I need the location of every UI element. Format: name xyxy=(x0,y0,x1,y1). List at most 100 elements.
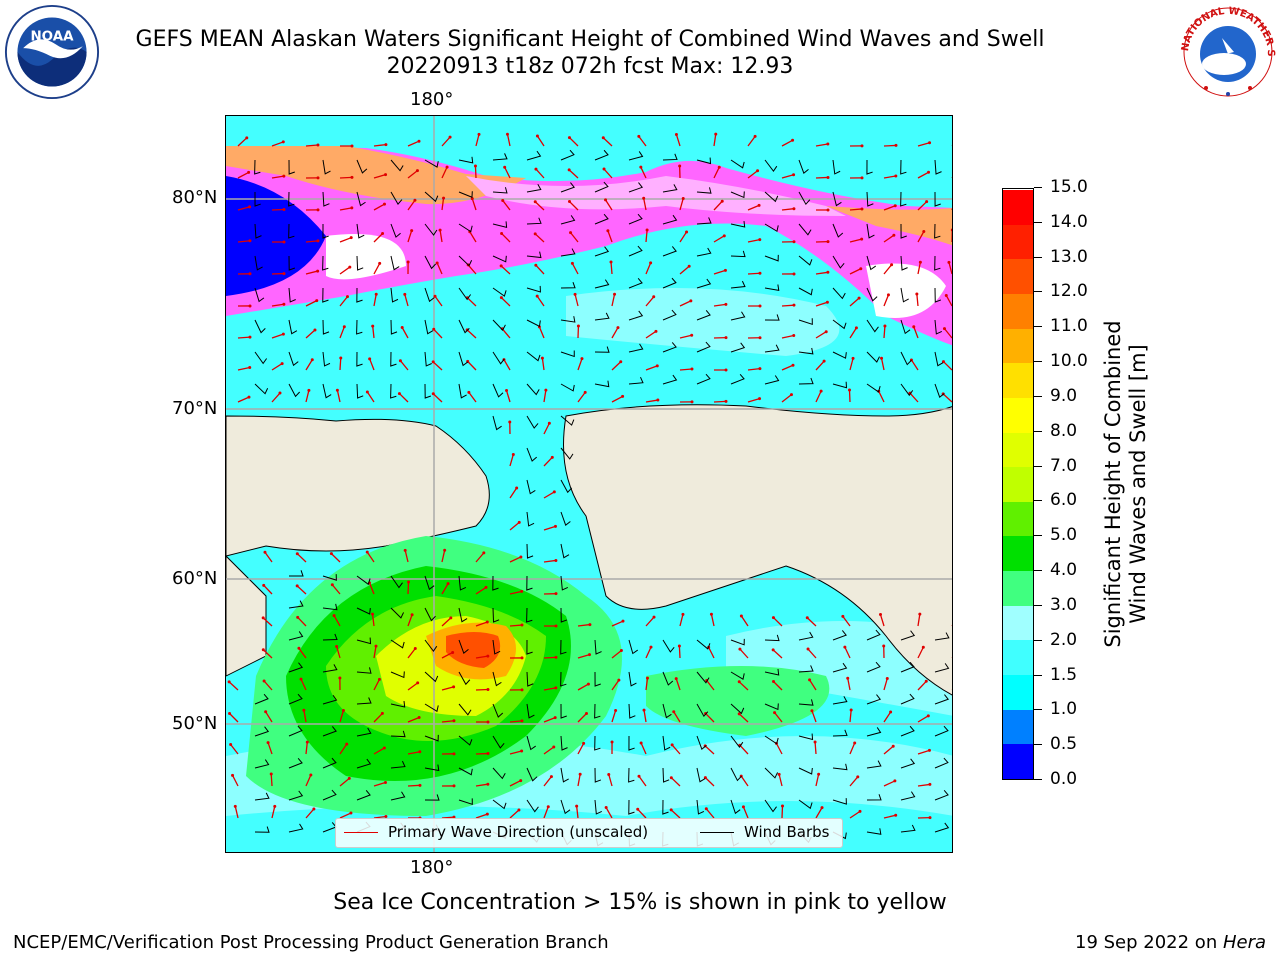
wave-arrow xyxy=(917,680,927,691)
colorbar-segment xyxy=(1003,501,1033,537)
wave-arrow xyxy=(271,392,281,403)
wave-arrow-head xyxy=(519,779,523,783)
wind-barb xyxy=(356,287,363,303)
wave-arrow-head xyxy=(690,333,694,337)
wave-arrow xyxy=(849,709,852,723)
wave-arrow-head xyxy=(826,142,830,146)
wind-barb xyxy=(458,156,474,164)
wave-arrow xyxy=(815,390,822,403)
wave-arrow-head xyxy=(505,132,509,136)
wind-barb xyxy=(526,415,539,429)
wave-arrow xyxy=(774,712,783,723)
wind-barb xyxy=(934,351,944,367)
wind-barb xyxy=(730,250,746,258)
wave-arrow xyxy=(880,358,885,371)
wave-arrow xyxy=(608,774,613,787)
wave-arrow xyxy=(407,784,421,787)
wave-arrow-head xyxy=(350,175,354,179)
wind-barb xyxy=(866,255,877,271)
wave-arrow-head xyxy=(534,263,538,267)
wind-barb xyxy=(356,255,364,271)
wave-arrow xyxy=(742,806,749,819)
wind-barb xyxy=(900,287,909,303)
wave-arrow xyxy=(475,134,480,147)
wave-arrow-head xyxy=(486,654,490,658)
wind-barb xyxy=(730,342,746,353)
wave-arrow-head xyxy=(520,589,524,593)
wind-barb xyxy=(458,223,473,233)
wave-arrow-head xyxy=(382,746,386,750)
wind-barb xyxy=(764,344,780,353)
wind-barb xyxy=(832,287,846,300)
wave-arrow-head xyxy=(609,260,613,264)
colorbar-segment xyxy=(1003,570,1033,606)
wave-arrow xyxy=(270,773,273,787)
wind-barb xyxy=(696,767,706,783)
wave-arrow-head xyxy=(503,165,507,169)
wave-arrow xyxy=(917,201,928,211)
wind-barb xyxy=(560,316,576,323)
wave-arrow-head xyxy=(672,710,676,714)
wave-arrow-head xyxy=(652,295,656,299)
wind-barb xyxy=(526,351,541,362)
wind-barb xyxy=(390,319,398,335)
wave-arrow xyxy=(399,360,409,371)
wind-barb xyxy=(764,284,780,292)
wave-arrow-head xyxy=(273,804,277,808)
wind-barb xyxy=(390,383,397,399)
wave-arrow-head xyxy=(248,205,252,209)
wave-arrow-head xyxy=(846,676,850,680)
wave-arrow-head xyxy=(263,550,267,554)
wave-arrow-head xyxy=(883,324,887,328)
wave-arrow-head xyxy=(849,708,853,712)
wind-barb xyxy=(764,668,780,676)
wave-arrow-head xyxy=(856,775,860,779)
wave-arrow-head xyxy=(486,782,490,786)
wave-arrow xyxy=(879,614,885,627)
wind-barb xyxy=(254,159,261,175)
wave-arrow-head xyxy=(499,264,503,268)
wave-arrow xyxy=(407,581,410,595)
wave-arrow xyxy=(543,390,547,403)
wind-barb xyxy=(560,350,575,358)
wave-arrow-head xyxy=(546,805,550,809)
wave-arrow xyxy=(849,297,860,307)
wave-arrow xyxy=(305,144,319,147)
wave-arrow xyxy=(373,747,385,755)
wave-arrow xyxy=(848,389,851,403)
wind-barb xyxy=(526,543,534,559)
wave-arrow-head xyxy=(645,228,649,232)
wave-arrow-head xyxy=(261,616,265,620)
colorbar-tick xyxy=(1034,221,1042,223)
wave-arrow xyxy=(679,265,690,275)
wave-arrow xyxy=(577,683,589,691)
wave-arrow xyxy=(645,365,658,371)
wave-arrow-head xyxy=(295,552,299,556)
wave-arrow xyxy=(373,646,377,659)
wind-barb xyxy=(628,735,635,751)
wave-arrow xyxy=(474,165,477,179)
wave-arrow-head xyxy=(826,240,830,244)
wave-arrow-head xyxy=(757,203,761,207)
wind-barb xyxy=(764,799,777,813)
wave-arrow xyxy=(675,134,681,147)
colorbar-tick-label: 4.0 xyxy=(1050,560,1078,581)
wave-arrow-head xyxy=(533,232,537,236)
wave-arrow-head xyxy=(637,134,641,138)
wind-barb xyxy=(492,575,499,591)
wave-arrow-head xyxy=(264,710,268,714)
wave-arrow xyxy=(373,203,385,211)
no-data-ice-pocket-east xyxy=(866,263,946,318)
longitude-label-bottom: 180° xyxy=(410,857,454,878)
wave-arrow xyxy=(237,171,249,179)
colorbar-tick-label: 0.0 xyxy=(1050,769,1078,789)
wave-arrow-head xyxy=(501,198,505,202)
wind-barb xyxy=(696,187,712,194)
colorbar-segment xyxy=(1003,432,1033,468)
wave-arrow xyxy=(271,141,284,147)
wave-arrow-head xyxy=(753,134,757,138)
wind-barb xyxy=(900,383,914,397)
wave-arrow xyxy=(305,329,316,339)
colorbar-segment xyxy=(1003,362,1033,398)
wind-barb xyxy=(764,634,780,642)
